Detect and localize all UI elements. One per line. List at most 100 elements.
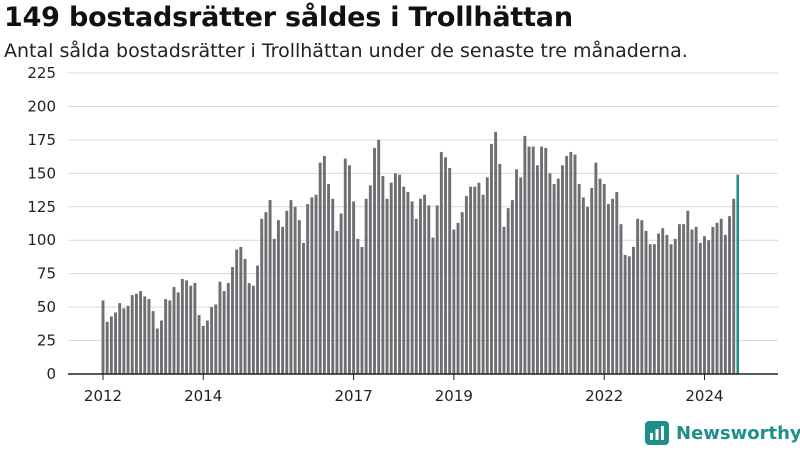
- bar: [531, 146, 535, 374]
- bar: [556, 178, 560, 374]
- bar: [109, 316, 113, 374]
- bar: [598, 178, 602, 374]
- bar: [473, 186, 477, 374]
- bar: [226, 283, 230, 374]
- bar: [573, 154, 577, 374]
- bar: [448, 167, 452, 374]
- bar: [410, 201, 414, 374]
- bar: [197, 315, 201, 374]
- bar: [155, 328, 159, 374]
- x-tick-label: 2017: [335, 387, 373, 405]
- bar: [143, 296, 147, 374]
- bar: [490, 143, 493, 374]
- bar: [105, 321, 109, 374]
- bar: [619, 224, 623, 374]
- bar: [498, 163, 502, 374]
- bar: [561, 165, 564, 374]
- bar: [189, 285, 193, 374]
- bar: [540, 146, 544, 374]
- bar: [281, 226, 285, 374]
- bar: [494, 131, 498, 374]
- x-axis-tick-labels: 2012 2014 2017 2019 2022 2024: [84, 374, 724, 405]
- bar: [435, 205, 439, 374]
- bar: [611, 198, 615, 374]
- bar: [439, 151, 443, 374]
- bar: [444, 157, 447, 374]
- y-tick-label: 175: [27, 131, 56, 149]
- bar: [243, 258, 247, 374]
- bar: [205, 320, 209, 374]
- bar: [122, 308, 126, 374]
- bar: [711, 226, 715, 374]
- bar: [590, 188, 594, 374]
- bar: [264, 212, 268, 374]
- bar: [523, 135, 527, 374]
- bar: [723, 234, 727, 374]
- bar: [343, 158, 347, 374]
- bar: [347, 165, 351, 374]
- x-tick-label: 2019: [435, 387, 473, 405]
- bar: [481, 194, 485, 374]
- bar: [648, 244, 652, 374]
- bar: [331, 198, 335, 374]
- x-tick-label: 2014: [184, 387, 222, 405]
- bar: [469, 186, 473, 374]
- bar: [686, 210, 690, 374]
- bar: [398, 174, 402, 374]
- bar: [339, 213, 343, 374]
- bar: [247, 283, 251, 374]
- bar: [485, 177, 489, 374]
- chart-subtitle: Antal sålda bostadsrätter i Trollhättan …: [4, 40, 688, 62]
- bar: [552, 184, 556, 374]
- bar: [427, 205, 431, 374]
- bar: [690, 229, 694, 374]
- bar: [586, 206, 589, 374]
- bar: [657, 233, 660, 374]
- y-tick-label: 150: [27, 164, 56, 182]
- bar: [222, 291, 226, 374]
- bar: [327, 184, 331, 374]
- bar: [527, 146, 531, 374]
- bar: [565, 155, 569, 374]
- bar: [510, 200, 514, 374]
- bar: [715, 222, 719, 374]
- bar: [130, 295, 134, 374]
- bar: [185, 280, 188, 374]
- x-tick-label: 2024: [685, 387, 723, 405]
- bar: [694, 226, 698, 374]
- bar: [544, 147, 548, 374]
- bar: [577, 184, 581, 374]
- bar: [114, 312, 117, 374]
- bar: [464, 196, 468, 374]
- y-tick-label: 25: [37, 332, 56, 350]
- bar: [201, 325, 205, 374]
- x-tick-label: 2022: [585, 387, 623, 405]
- bar: [126, 305, 130, 374]
- bar: [632, 246, 635, 374]
- bar: [594, 162, 598, 374]
- y-tick-label: 100: [27, 231, 56, 249]
- bar: [414, 218, 418, 374]
- bar: [732, 198, 736, 374]
- last-value-label: 149: [727, 0, 758, 4]
- bar: [602, 184, 606, 374]
- bar: [318, 162, 322, 374]
- y-tick-label: 125: [27, 198, 56, 216]
- bar: [623, 254, 627, 374]
- bar: [239, 246, 243, 374]
- bar-highlighted: [736, 174, 740, 374]
- annotations: 149: [727, 0, 758, 4]
- bar: [214, 304, 218, 374]
- y-tick-label: 0: [46, 365, 56, 383]
- bar: [460, 212, 464, 374]
- bar: [193, 283, 197, 374]
- bar: [268, 200, 272, 374]
- bar: [285, 210, 289, 374]
- bar: [423, 194, 427, 374]
- bar: [456, 222, 460, 374]
- chart-title: 149 bostadsrätter såldes i Trollhättan: [4, 2, 573, 33]
- bar: [168, 300, 172, 374]
- bar: [356, 238, 360, 374]
- bar: [160, 320, 163, 374]
- bar: [569, 151, 573, 374]
